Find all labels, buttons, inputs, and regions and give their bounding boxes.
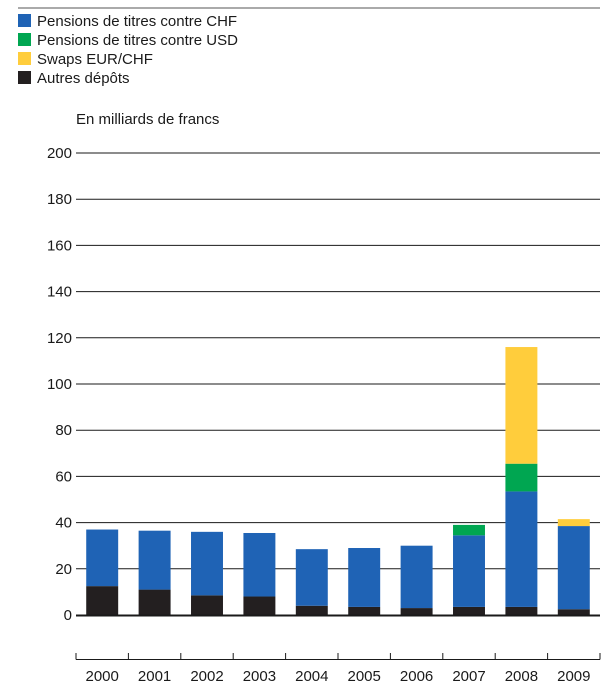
x-axis: 2000 2001 2002 2003 2004 2005 2006 2007 2008 2009 xyxy=(75,653,601,685)
bar-segment-pensions-de-titres-contre-chf xyxy=(243,532,276,597)
bar-stack-2004 xyxy=(295,549,328,615)
bar-segment-autres-depots xyxy=(453,606,485,615)
x-tick-label: 2006 xyxy=(400,668,433,685)
x-tick-label: 2002 xyxy=(190,668,223,685)
bar-segment-autres-depots xyxy=(191,595,223,615)
x-tick-label: 2005 xyxy=(348,668,381,685)
bar-segment-autres-depots xyxy=(505,606,538,615)
bar-segment-pensions-de-titres-contre-chf xyxy=(453,535,485,607)
legend-item-autres-depots: Autres dépôts xyxy=(18,70,130,87)
bar-stack-2002 xyxy=(191,531,223,615)
legend-label: Pensions de titres contre CHF xyxy=(37,13,237,30)
y-tick-label: 20 xyxy=(55,561,72,578)
bar-segment-pensions-de-titres-contre-chf xyxy=(295,549,328,606)
bar-segment-swaps-eur-chf xyxy=(557,519,590,527)
bar-stack-2003 xyxy=(243,532,276,615)
y-tick-label: 160 xyxy=(47,237,72,254)
bars xyxy=(86,347,590,615)
bar-stack-2005 xyxy=(348,548,381,615)
legend-label: Autres dépôts xyxy=(37,70,130,87)
y-tick-label: 200 xyxy=(47,145,72,162)
legend-item-pensions-de-titres-contre-chf: Pensions de titres contre CHF xyxy=(18,13,237,30)
x-tick-label: 2007 xyxy=(452,668,485,685)
bar-segment-autres-depots xyxy=(348,606,381,615)
bar-stack-2009 xyxy=(557,519,590,615)
x-tick-label: 2000 xyxy=(86,668,119,685)
bar-segment-pensions-de-titres-contre-chf xyxy=(400,545,433,609)
bar-segment-autres-depots xyxy=(295,605,328,615)
bar-stack-2006 xyxy=(400,545,433,615)
y-tick-label: 80 xyxy=(55,422,72,439)
legend-swatch xyxy=(18,14,31,27)
x-tick-label: 2008 xyxy=(505,668,538,685)
bar-segment-pensions-de-titres-contre-chf xyxy=(191,531,223,596)
bar-segment-autres-depots xyxy=(557,609,590,615)
unit-label: En milliards de francs xyxy=(76,111,219,128)
bar-segment-swaps-eur-chf xyxy=(505,347,538,464)
y-tick-label: 100 xyxy=(47,376,72,393)
x-tick-label: 2003 xyxy=(243,668,276,685)
x-tick-label: 2001 xyxy=(138,668,171,685)
bar-segment-pensions-de-titres-contre-usd xyxy=(453,524,485,536)
legend-label: Pensions de titres contre USD xyxy=(37,32,238,49)
bar-segment-pensions-de-titres-contre-chf xyxy=(505,491,538,607)
bar-segment-pensions-de-titres-contre-usd xyxy=(505,463,538,492)
y-tick-label: 60 xyxy=(55,468,72,485)
bar-segment-autres-depots xyxy=(243,596,276,615)
bar-stack-2007 xyxy=(453,524,485,615)
y-tick-label: 180 xyxy=(47,191,72,208)
y-tick-label: 40 xyxy=(55,515,72,532)
bar-stack-2008 xyxy=(505,347,538,615)
bar-segment-pensions-de-titres-contre-chf xyxy=(348,548,381,607)
bar-segment-autres-depots xyxy=(86,586,119,615)
bar-stack-2000 xyxy=(86,529,119,615)
legend-swatch xyxy=(18,33,31,46)
y-tick-label: 120 xyxy=(47,330,72,347)
y-tick-label: 0 xyxy=(64,607,72,624)
bar-segment-pensions-de-titres-contre-chf xyxy=(557,526,590,610)
y-axis-tick-labels: 0 20 40 60 80 100 120 140 160 180 200 xyxy=(47,145,72,624)
legend-label: Swaps EUR/CHF xyxy=(37,51,153,68)
x-tick-label: 2009 xyxy=(557,668,590,685)
bar-stack-2001 xyxy=(138,530,171,615)
legend-swatch xyxy=(18,71,31,84)
bar-segment-pensions-de-titres-contre-chf xyxy=(138,530,171,590)
legend-item-swaps-eur-chf: Swaps EUR/CHF xyxy=(18,51,153,68)
legend-item-pensions-de-titres-contre-usd: Pensions de titres contre USD xyxy=(18,32,238,49)
y-tick-label: 140 xyxy=(47,284,72,301)
legend-swatch xyxy=(18,52,31,65)
bar-segment-autres-depots xyxy=(400,608,433,615)
x-tick-label: 2004 xyxy=(295,668,328,685)
bar-segment-autres-depots xyxy=(138,589,171,615)
bar-segment-pensions-de-titres-contre-chf xyxy=(86,529,119,587)
legend: Pensions de titres contre CHF Pensions de… xyxy=(18,13,238,87)
